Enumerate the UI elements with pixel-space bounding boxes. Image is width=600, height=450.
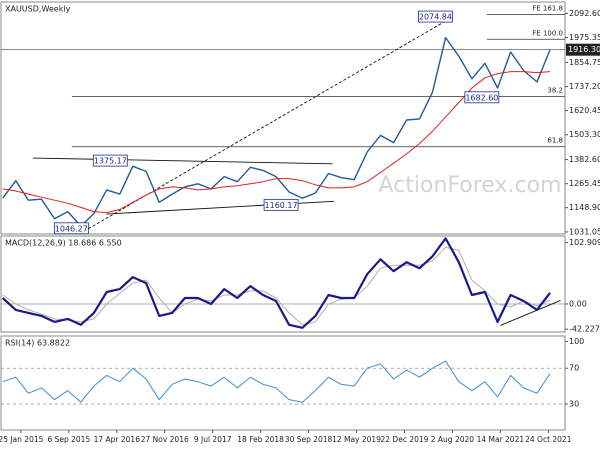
x-tick-label: 22 Dec 2019 — [381, 435, 429, 444]
panel-frame — [0, 335, 566, 431]
panel-frame — [0, 1, 566, 235]
fib-label: 61.8 — [547, 137, 563, 145]
y-tick-label: 1737.20 — [569, 82, 600, 91]
price-annotation: 1160.17 — [265, 201, 298, 210]
x-tick-label: 18 Feb 2018 — [237, 435, 284, 444]
x-tick-label: 25 Jan 2015 — [0, 435, 44, 444]
series-line — [2, 246, 551, 326]
price-annotation-box — [92, 154, 128, 167]
x-tick-label: 24 Oct 2021 — [525, 435, 572, 444]
x-tick-label: 9 Jul 2017 — [194, 435, 232, 444]
trendline — [500, 299, 561, 326]
fib-label: FE 100.0 — [532, 29, 563, 37]
y-tick-label: 0.00 — [569, 299, 587, 308]
y-tick-label: 1503.30 — [569, 130, 600, 139]
panel-title: MACD(12,26,9) 18.686 6.550 — [5, 239, 122, 248]
price-annotation: 1682.60 — [465, 93, 498, 102]
y-tick-label: 1382.60 — [569, 155, 600, 164]
y-tick-label: 1620.45 — [569, 106, 600, 115]
y-tick-label: 2092.60 — [569, 9, 600, 18]
y-tick-label: 100 — [569, 337, 584, 346]
price-annotation-box — [263, 198, 299, 211]
y-tick-label: 70 — [569, 364, 579, 373]
panel-title: RSI(14) 63.8822 — [5, 339, 70, 348]
x-tick-label: 12 May 2019 — [332, 435, 381, 444]
x-tick-label: 2 Aug 2020 — [431, 435, 474, 444]
x-tick-label: 14 Mar 2021 — [477, 435, 525, 444]
price-annotation: 1046.27 — [55, 224, 88, 233]
y-tick-label: 1031.05 — [569, 227, 600, 236]
trendline — [32, 157, 333, 165]
fib-label: FE 161.8 — [532, 4, 563, 12]
current-price-box — [566, 43, 600, 56]
x-tick-label: 6 Sep 2015 — [47, 435, 90, 444]
y-tick-label: 30 — [569, 400, 579, 409]
panel-frame — [0, 235, 566, 333]
x-tick-label: 27 Nov 2016 — [141, 435, 189, 444]
y-tick-label: -42.227 — [569, 325, 600, 334]
series-line — [2, 36, 551, 227]
series-line — [1, 237, 551, 329]
price-annotation-box — [464, 91, 500, 104]
fib-label: 38.2 — [547, 86, 563, 94]
y-tick-label: 1975.35 — [569, 33, 600, 42]
price-annotation: 2074.84 — [419, 13, 452, 22]
y-tick-label: 1854.75 — [569, 58, 600, 67]
price-annotation: 1375.17 — [94, 157, 127, 166]
panel-title: XAUUSD,Weekly — [5, 5, 71, 14]
series-line — [2, 360, 551, 403]
y-tick-label: 1148.90 — [569, 203, 600, 212]
watermark: ActionForex.com — [379, 173, 562, 198]
x-tick-label: 17 Apr 2016 — [94, 435, 141, 444]
series-line — [2, 71, 551, 214]
price-annotation-box — [418, 10, 453, 23]
price-annotation-box — [53, 222, 89, 235]
current-price-label: 1916.30 — [568, 45, 600, 54]
x-tick-label: 30 Sep 2018 — [285, 435, 333, 444]
y-tick-label: 102.909 — [569, 238, 600, 247]
y-tick-label: 1265.45 — [569, 179, 600, 188]
